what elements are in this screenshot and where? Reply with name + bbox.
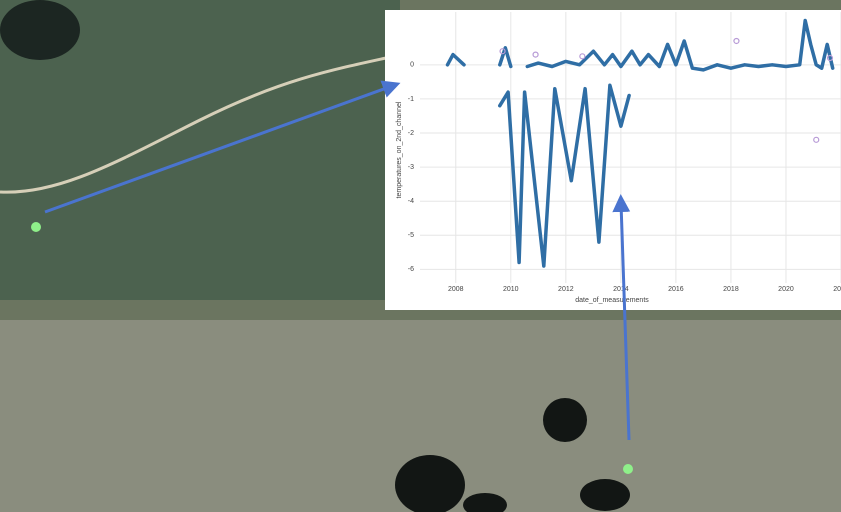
arrows — [0, 0, 841, 512]
screenshot: date_of_measurements temperatures_on_2nd… — [0, 0, 841, 512]
arrow — [45, 86, 392, 212]
arrow — [621, 203, 629, 440]
